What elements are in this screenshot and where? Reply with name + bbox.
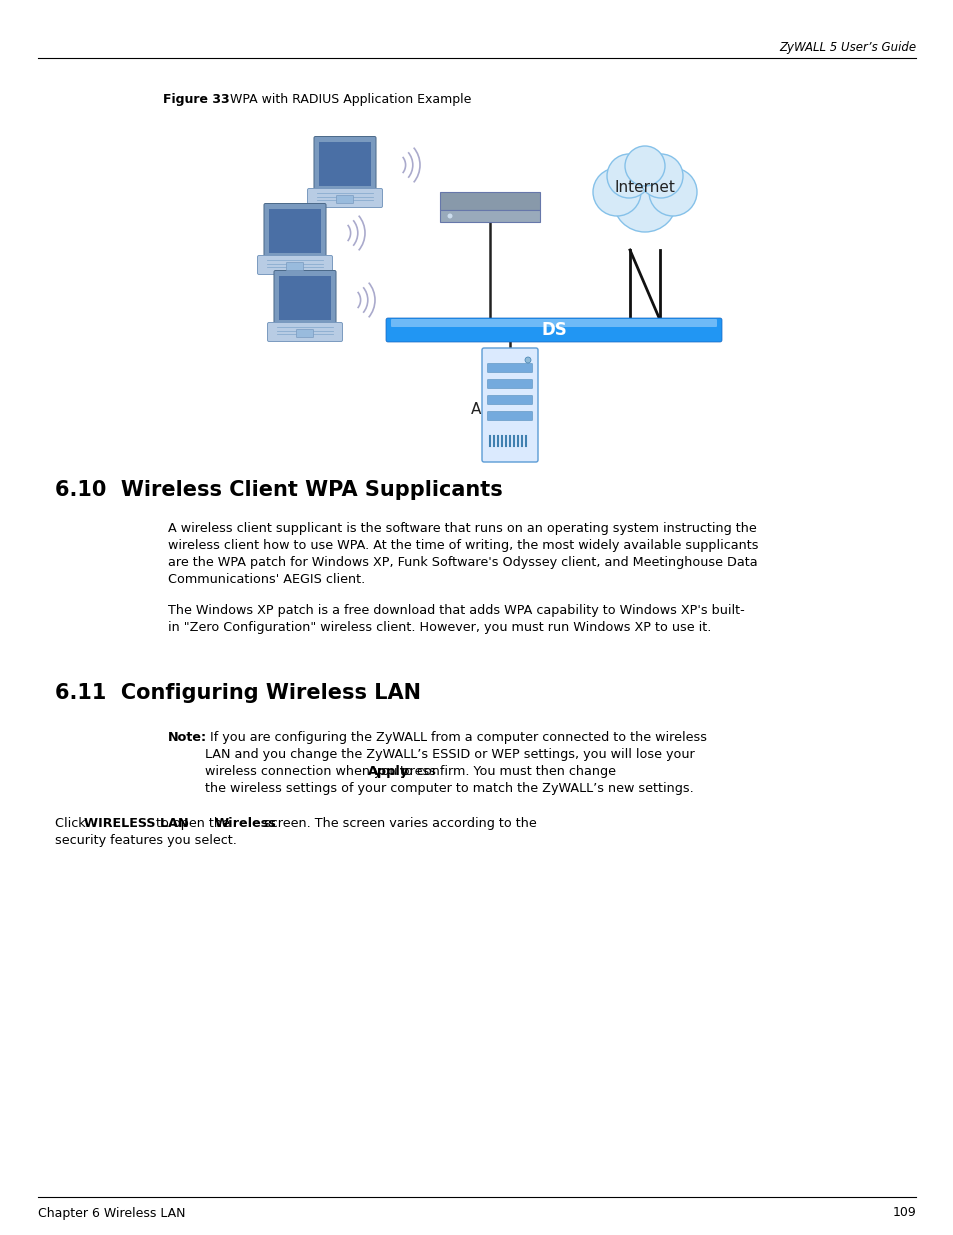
Circle shape <box>606 154 650 198</box>
Text: security features you select.: security features you select. <box>55 834 236 847</box>
FancyBboxPatch shape <box>481 348 537 462</box>
Text: wireless client how to use WPA. At the time of writing, the most widely availabl: wireless client how to use WPA. At the t… <box>168 538 758 552</box>
Text: If you are configuring the ZyWALL from a computer connected to the wireless: If you are configuring the ZyWALL from a… <box>206 731 706 743</box>
Text: to open the: to open the <box>152 818 233 830</box>
Text: 109: 109 <box>891 1207 915 1219</box>
Text: are the WPA patch for Windows XP, Funk Software's Odyssey client, and Meetinghou: are the WPA patch for Windows XP, Funk S… <box>168 556 757 569</box>
Text: wireless connection when you press: wireless connection when you press <box>205 764 436 778</box>
Circle shape <box>639 154 682 198</box>
Circle shape <box>624 146 664 186</box>
Circle shape <box>524 357 531 363</box>
Text: Click: Click <box>55 818 90 830</box>
Text: 6.10  Wireless Client WPA Supplicants: 6.10 Wireless Client WPA Supplicants <box>55 480 502 500</box>
FancyBboxPatch shape <box>267 322 342 342</box>
Text: WIRELESS LAN: WIRELESS LAN <box>84 818 188 830</box>
FancyBboxPatch shape <box>487 411 532 420</box>
Text: WPA with RADIUS Application Example: WPA with RADIUS Application Example <box>218 93 471 106</box>
Text: screen. The screen varies according to the: screen. The screen varies according to t… <box>260 818 537 830</box>
FancyBboxPatch shape <box>274 270 335 326</box>
Polygon shape <box>439 210 539 222</box>
Text: Chapter 6 Wireless LAN: Chapter 6 Wireless LAN <box>38 1207 185 1219</box>
FancyBboxPatch shape <box>296 330 314 337</box>
FancyBboxPatch shape <box>279 275 330 320</box>
Text: the wireless settings of your computer to match the ZyWALL’s new settings.: the wireless settings of your computer t… <box>205 782 693 795</box>
FancyBboxPatch shape <box>391 319 717 327</box>
Polygon shape <box>439 191 539 210</box>
FancyBboxPatch shape <box>336 195 354 204</box>
FancyBboxPatch shape <box>487 379 532 389</box>
Text: A: A <box>471 403 480 417</box>
FancyBboxPatch shape <box>314 137 375 191</box>
Circle shape <box>447 214 452 219</box>
Text: DS: DS <box>540 321 566 338</box>
Circle shape <box>593 168 640 216</box>
FancyBboxPatch shape <box>487 395 532 405</box>
Text: in "Zero Configuration" wireless client. However, you must run Windows XP to use: in "Zero Configuration" wireless client.… <box>168 621 711 634</box>
Text: Note:: Note: <box>168 731 207 743</box>
Text: A wireless client supplicant is the software that runs on an operating system in: A wireless client supplicant is the soft… <box>168 522 756 535</box>
Text: Apply: Apply <box>367 764 408 778</box>
Text: Communications' AEGIS client.: Communications' AEGIS client. <box>168 573 365 585</box>
Text: to confirm. You must then change: to confirm. You must then change <box>395 764 616 778</box>
Text: Wireless: Wireless <box>214 818 275 830</box>
FancyBboxPatch shape <box>264 204 326 258</box>
Text: ZyWALL 5 User’s Guide: ZyWALL 5 User’s Guide <box>778 42 915 54</box>
FancyBboxPatch shape <box>269 209 320 253</box>
Circle shape <box>613 168 677 232</box>
Text: The Windows XP patch is a free download that adds WPA capability to Windows XP's: The Windows XP patch is a free download … <box>168 604 744 618</box>
Circle shape <box>648 168 697 216</box>
FancyBboxPatch shape <box>487 363 532 373</box>
FancyBboxPatch shape <box>319 142 370 186</box>
FancyBboxPatch shape <box>286 263 303 270</box>
Text: Figure 33: Figure 33 <box>163 93 230 106</box>
Text: 6.11  Configuring Wireless LAN: 6.11 Configuring Wireless LAN <box>55 683 420 703</box>
Text: Internet: Internet <box>614 180 675 195</box>
FancyBboxPatch shape <box>386 317 721 342</box>
FancyBboxPatch shape <box>307 189 382 207</box>
FancyBboxPatch shape <box>257 256 333 274</box>
Text: LAN and you change the ZyWALL’s ESSID or WEP settings, you will lose your: LAN and you change the ZyWALL’s ESSID or… <box>205 748 694 761</box>
